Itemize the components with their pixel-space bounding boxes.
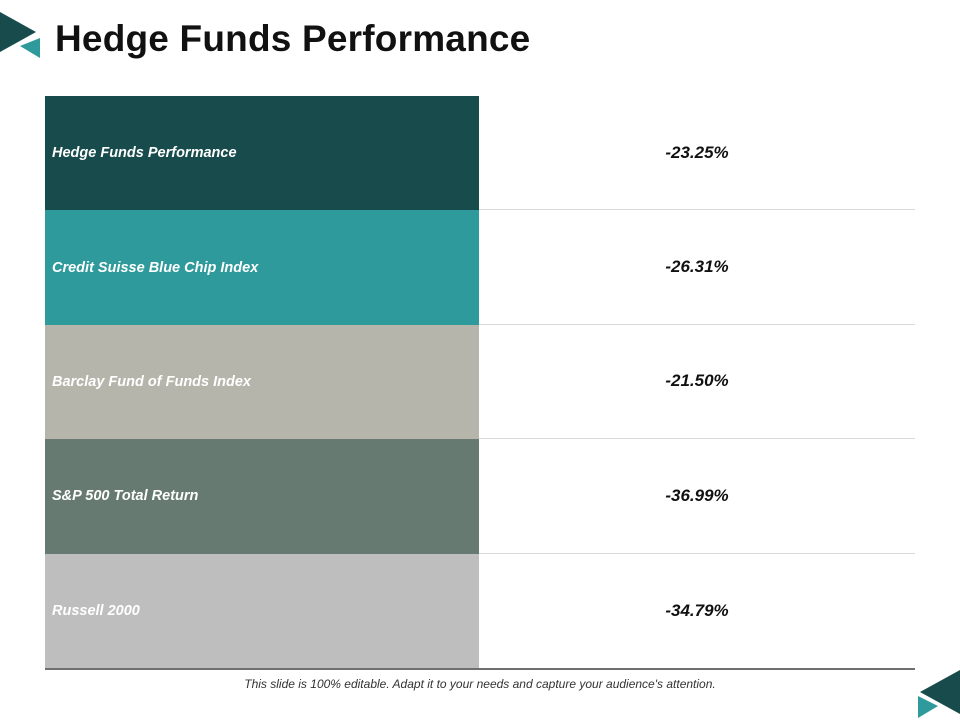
row-value: -34.79% [665, 600, 729, 620]
corner-triangles-icon [0, 12, 40, 58]
table-row: Hedge Funds Performance -23.25% [45, 96, 915, 211]
row-value: -26.31% [479, 210, 915, 325]
row-label: Barclay Fund of Funds Index [45, 324, 479, 440]
page-title: Hedge Funds Performance [55, 18, 531, 59]
performance-table: Hedge Funds Performance -23.25% Credit S… [45, 96, 915, 670]
row-label: Credit Suisse Blue Chip Index [45, 210, 479, 325]
table-row: Barclay Fund of Funds Index -21.50% [45, 324, 915, 440]
row-value: -21.50% [479, 325, 915, 440]
table-row: Credit Suisse Blue Chip Index -26.31% [45, 210, 915, 325]
corner-triangles-icon [918, 670, 960, 718]
table-row: Russell 2000 -34.79% [45, 553, 915, 668]
row-value: -23.25% [479, 96, 915, 211]
row-label: Russell 2000 [45, 553, 479, 668]
table-row: S&P 500 Total Return -36.99% [45, 439, 915, 554]
footer-note: This slide is 100% editable. Adapt it to… [244, 677, 716, 691]
row-value: -36.99% [479, 439, 915, 554]
row-label: S&P 500 Total Return [45, 439, 479, 554]
row-label: Hedge Funds Performance [45, 96, 479, 211]
